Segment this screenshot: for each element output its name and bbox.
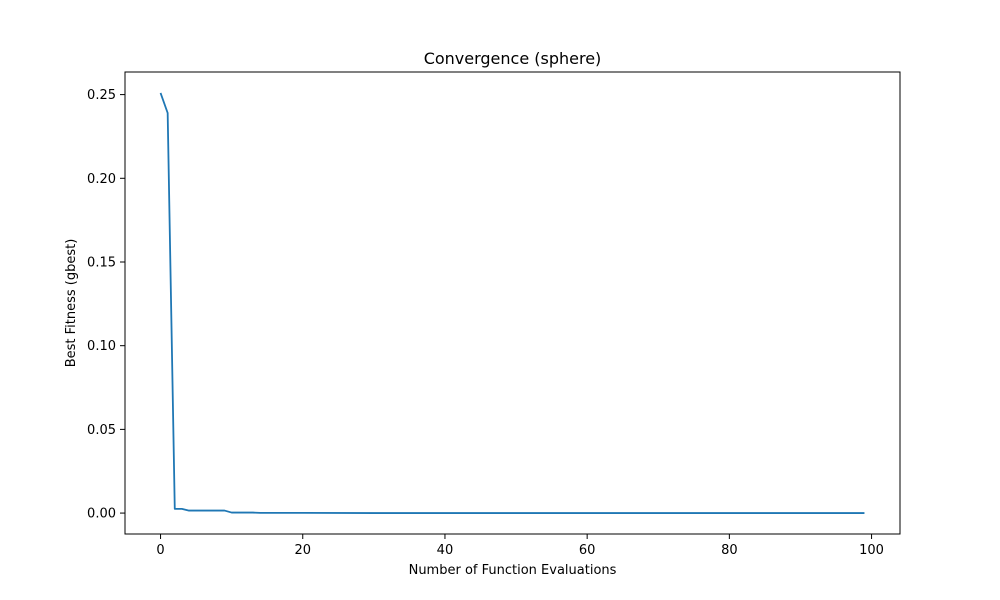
y-tick-label: 0.05 xyxy=(87,423,116,438)
x-tick-label: 20 xyxy=(294,543,311,558)
ticks-layer: 0 20 40 60 80 100 0.00 0.05 0.10 0.15 0.20 0.25 xyxy=(87,88,884,558)
x-tick-label: 0 xyxy=(156,543,164,558)
x-tick-label: 100 xyxy=(859,543,884,558)
x-tick-label: 40 xyxy=(437,543,454,558)
series-layer xyxy=(159,92,865,514)
y-axis-label: Best Fitness (gbest) xyxy=(64,239,79,368)
y-tick-label: 0.10 xyxy=(87,339,116,354)
y-tick-label: 0.20 xyxy=(87,172,116,187)
y-tick-label: 0.15 xyxy=(87,255,116,270)
x-tick-label: 80 xyxy=(721,543,738,558)
x-tick-label: 60 xyxy=(579,543,596,558)
y-tick-label: 0.00 xyxy=(87,507,116,522)
plot-frame xyxy=(124,71,901,535)
y-tick-label: 0.25 xyxy=(87,88,116,103)
series-line xyxy=(159,92,865,514)
chart-title: Convergence (sphere) xyxy=(424,49,602,68)
x-axis-label: Number of Function Evaluations xyxy=(409,563,617,578)
